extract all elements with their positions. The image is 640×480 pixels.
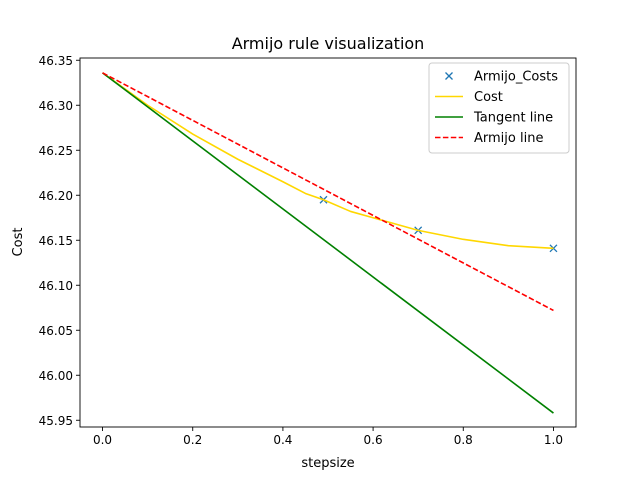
- y-tick-label: 46.20: [39, 189, 73, 203]
- y-tick-label: 45.95: [39, 414, 73, 428]
- legend-label: Tangent line: [473, 111, 553, 126]
- legend-item: Armijo line: [435, 131, 543, 146]
- armijo-cost-marker: [549, 244, 558, 253]
- x-tick-label: 0.6: [364, 433, 383, 447]
- legend-box: [428, 62, 570, 154]
- x-tick-label: 0.2: [183, 433, 202, 447]
- y-tick-label: 46.00: [39, 369, 73, 383]
- y-tick-label: 46.05: [39, 324, 73, 338]
- x-tick-label: 0.8: [454, 433, 473, 447]
- y-axis-label: Cost: [11, 228, 26, 257]
- y-tick-label: 46.10: [39, 279, 73, 293]
- y-tick-label: 46.15: [39, 234, 73, 248]
- armijo-line-line: [102, 72, 554, 312]
- chart-title: Armijo rule visualization: [232, 34, 425, 53]
- x-tick-label: 1.0: [544, 433, 563, 447]
- plot-series-group: [102, 72, 558, 414]
- legend: Armijo_Costs Cost Tangent line Armijo line: [428, 62, 570, 154]
- x-tick-label: 0.4: [273, 433, 292, 447]
- y-tick-label: 46.25: [39, 144, 73, 158]
- legend-marker-x-icon: [445, 72, 453, 80]
- y-tick-label: 46.35: [39, 54, 73, 68]
- x-tick-label: 0.0: [93, 433, 112, 447]
- plot-layer: [102, 72, 558, 414]
- x-axis-label: stepsize: [301, 456, 354, 471]
- legend-label: Armijo_Costs: [474, 70, 558, 85]
- axes-layer: 0.0 0.2 0.4 0.6 0.8 1.0 45.95 46.00 46.05 46.10 46…: [39, 54, 577, 447]
- axes-frame: [79, 57, 577, 428]
- marker-stroke: [549, 244, 558, 253]
- y-tick-label: 46.30: [39, 99, 73, 113]
- cost-line: [102, 72, 554, 250]
- legend-item: Tangent line: [435, 111, 553, 126]
- legend-item: Cost: [435, 90, 503, 105]
- tangent-line-line: [102, 72, 554, 414]
- legend-label: Armijo line: [474, 131, 543, 146]
- legend-label: Cost: [474, 90, 503, 105]
- legend-item: Armijo_Costs: [445, 70, 558, 85]
